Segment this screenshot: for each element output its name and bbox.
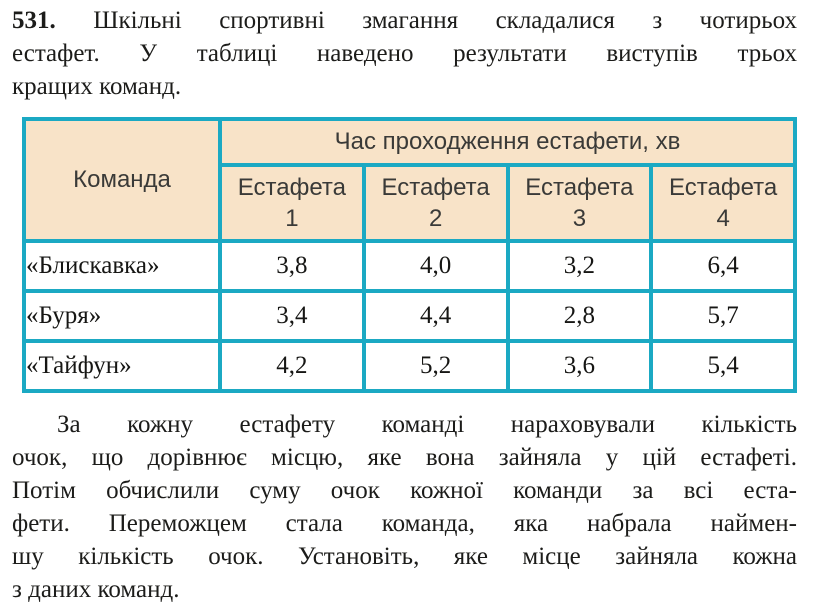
relay-number: 3 bbox=[572, 205, 587, 232]
table-row: «Буря» 3,4 4,4 2,8 5,7 bbox=[22, 289, 797, 343]
time-group-header: Час проходження естафети, хв bbox=[218, 117, 797, 167]
relay-2-header: Естафета 2 bbox=[361, 163, 510, 243]
question-line: фети. Переможцем стала команда, яка набр… bbox=[12, 510, 797, 537]
relay-results-table: Команда Час проходження естафети, хв Ест… bbox=[22, 117, 797, 393]
time-cell: 4,2 bbox=[218, 339, 366, 393]
relay-number: 4 bbox=[716, 205, 730, 232]
question-paragraph: За кожну естафету команді нараховували к… bbox=[12, 408, 797, 606]
team-name-cell: «Блискавка» bbox=[22, 239, 222, 293]
time-cell: 3,4 bbox=[218, 289, 366, 343]
statement-text: Шкільні спортивні змагання складалися з … bbox=[93, 7, 798, 34]
time-cell: 3,2 bbox=[505, 239, 654, 293]
problem-number: 531. bbox=[12, 7, 56, 34]
question-line: Потім обчислили суму очок кожної команди… bbox=[12, 477, 797, 504]
relay-label: Естафета bbox=[669, 174, 778, 201]
relay-label: Естафета bbox=[237, 174, 346, 201]
statement-line: кращих команд. bbox=[12, 73, 182, 100]
relay-1-header: Естафета 1 bbox=[218, 163, 366, 243]
problem-statement: 531. Шкільні спортивні змагання складали… bbox=[12, 4, 797, 103]
relay-3-header: Естафета 3 bbox=[505, 163, 654, 243]
relay-4-header: Естафета 4 bbox=[649, 163, 797, 243]
time-cell: 5,4 bbox=[649, 339, 797, 393]
time-cell: 5,2 bbox=[361, 339, 510, 393]
table-header-row-relays: Естафета 1 Естафета 2 Естафета 3 Естафета 4 bbox=[24, 163, 797, 243]
relay-number: 2 bbox=[428, 205, 443, 232]
question-line: За кожну естафету команді нараховували к… bbox=[57, 411, 797, 438]
question-line: очок, що дорівнює місцю, яке вона зайнял… bbox=[12, 444, 797, 471]
table-row: «Блискавка» 3,8 4,0 3,2 6,4 bbox=[22, 239, 797, 293]
time-cell: 3,6 bbox=[505, 339, 654, 393]
time-cell: 4,0 bbox=[361, 239, 510, 293]
question-line: шу кількість очок. Установіть, яке місце… bbox=[12, 543, 797, 570]
time-cell: 6,4 bbox=[649, 239, 797, 293]
table-header-row-group: Команда Час проходження естафети, хв bbox=[22, 117, 797, 243]
statement-line: 531. Шкільні спортивні змагання складали… bbox=[12, 4, 797, 37]
team-name-cell: «Буря» bbox=[22, 289, 222, 343]
statement-line: естафет. У таблиці наведено результати в… bbox=[12, 40, 797, 67]
time-cell: 3,8 bbox=[218, 239, 366, 293]
table-row: «Тайфун» 4,2 5,2 3,6 5,4 bbox=[22, 339, 797, 393]
team-column-header: Команда bbox=[22, 117, 222, 243]
time-cell: 5,7 bbox=[649, 289, 797, 343]
time-cell: 4,4 bbox=[361, 289, 510, 343]
relay-label: Естафета bbox=[381, 174, 490, 201]
team-name-cell: «Тайфун» bbox=[22, 339, 222, 393]
relay-label: Естафета bbox=[525, 174, 634, 201]
time-cell: 2,8 bbox=[505, 289, 654, 343]
question-line: з даних команд. bbox=[12, 576, 180, 603]
relay-number: 1 bbox=[285, 205, 299, 232]
